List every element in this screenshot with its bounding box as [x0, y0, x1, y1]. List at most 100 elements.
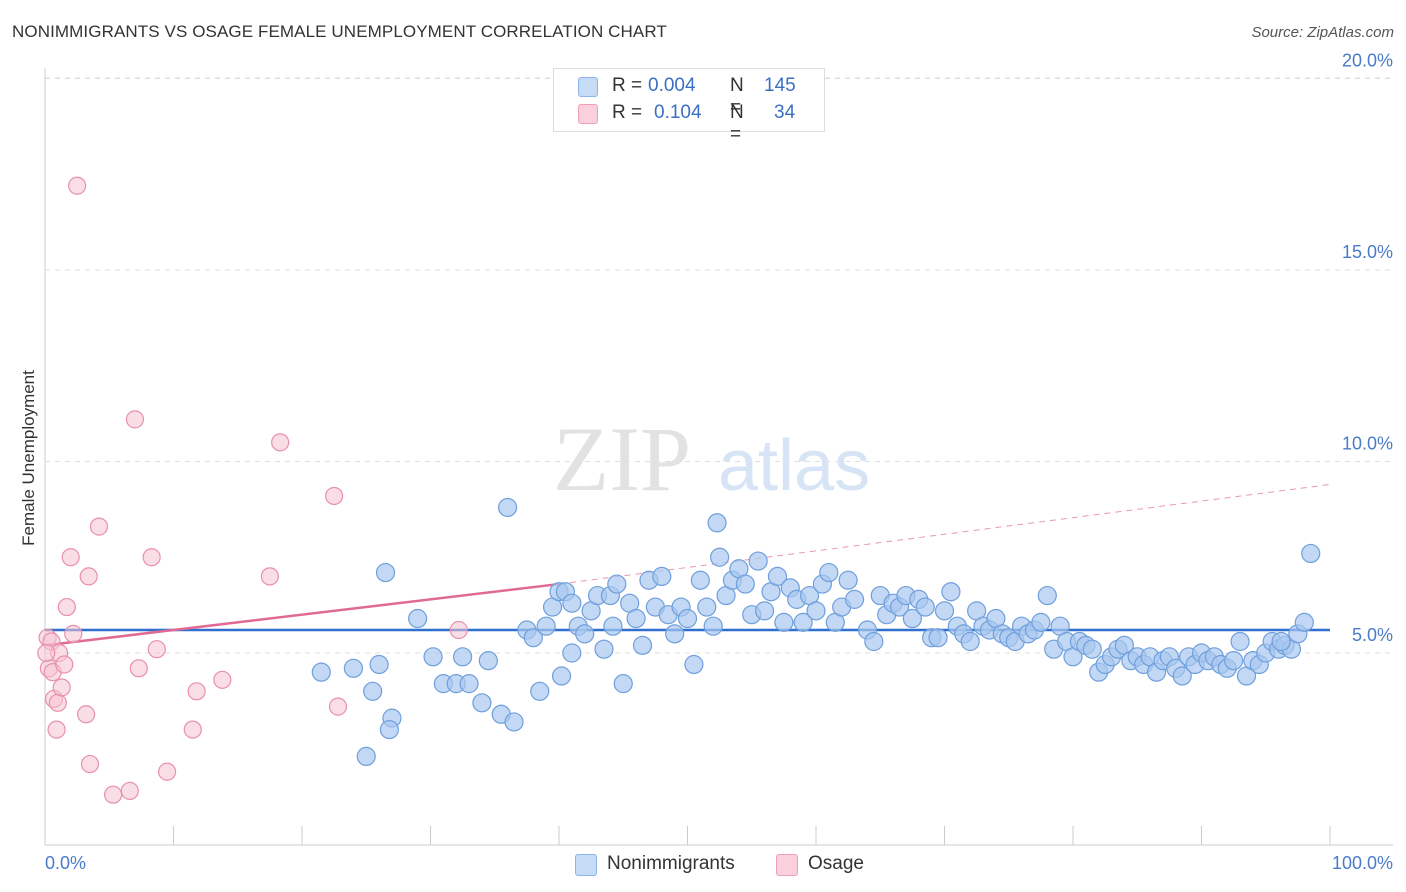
nonimmigrants-point — [1224, 651, 1244, 671]
osage-point — [325, 486, 344, 506]
nonimmigrants-point — [632, 635, 653, 655]
nonimmigrants-point — [375, 562, 396, 583]
legend-n-value: 34 — [774, 102, 796, 123]
nonimmigrants-point — [844, 589, 865, 609]
nonimmigrants-point — [363, 681, 383, 701]
nonimmigrants-point — [684, 654, 704, 675]
nonimmigrants-point — [1271, 631, 1291, 652]
osage-point — [213, 670, 232, 689]
nonimmigrants-point — [915, 597, 935, 617]
nonimmigrants-point — [677, 608, 698, 629]
nonimmigrants-point — [1031, 612, 1051, 632]
trend-lines — [44, 483, 1331, 647]
nonimmigrants-point — [459, 674, 479, 694]
watermark-zip: ZIP — [553, 408, 691, 510]
chart-title: NONIMMIGRANTS VS OSAGE FEMALE UNEMPLOYME… — [12, 22, 667, 41]
legend-swatch-pink — [578, 104, 598, 124]
watermark-atlas: atlas — [718, 426, 870, 506]
bottom-legend-label: Osage — [808, 853, 864, 874]
osage-point — [187, 682, 206, 701]
nonimmigrants-point — [754, 601, 775, 621]
osage-point — [89, 517, 109, 536]
nonimmigrants-point — [453, 647, 473, 667]
nonimmigrants-point — [748, 551, 768, 571]
watermark: ZIP atlas — [553, 408, 870, 510]
nonimmigrants-point — [379, 719, 399, 740]
nonimmigrants-point — [472, 693, 492, 713]
nonimmigrants-point — [707, 513, 727, 533]
nonimmigrants-point — [665, 624, 685, 644]
osage-point — [449, 620, 468, 640]
nonimmigrants-point — [311, 662, 331, 682]
axes — [44, 68, 1393, 846]
data-points — [37, 176, 1321, 804]
nonimmigrants-point — [626, 608, 646, 629]
legend-n-label: N = — [730, 75, 744, 118]
osage-point — [37, 643, 56, 663]
osage-point — [64, 624, 83, 643]
nonimmigrants-point — [806, 601, 826, 621]
nonimmigrants-point — [819, 562, 839, 583]
nonimmigrants-point — [1037, 585, 1057, 606]
osage-point — [47, 720, 66, 739]
osage-point — [183, 720, 202, 739]
nonimmigrants-point — [607, 574, 627, 594]
nonimmigrants-point — [703, 616, 723, 636]
nonimmigrants-point — [735, 574, 755, 594]
y-axis-title: Female Unemployment — [19, 370, 38, 546]
nonimmigrants-point — [562, 593, 582, 613]
osage-point — [104, 785, 123, 804]
osage-point — [328, 697, 348, 716]
osage-point — [77, 705, 96, 724]
nonimmigrants-point — [697, 597, 717, 617]
y-tick-label: 5.0% — [1352, 625, 1393, 645]
nonimmigrants-point — [613, 674, 633, 694]
tick-labels: 5.0% 10.0% 15.0% 20.0% 0.0% 100.0% — [45, 51, 1393, 874]
nonimmigrants-point — [562, 643, 582, 663]
osage-point — [52, 678, 71, 697]
nonimmigrants-point — [793, 612, 813, 632]
nonimmigrants-point — [960, 631, 980, 652]
nonimmigrants-point — [504, 712, 524, 732]
osage-point — [271, 433, 290, 452]
nonimmigrants-point — [652, 566, 672, 587]
legend-n-value: 145 — [764, 75, 796, 96]
nonimmigrants-point — [551, 666, 572, 686]
nonimmigrants-point — [1172, 666, 1192, 686]
nonimmigrants-point — [536, 616, 556, 636]
osage-point — [120, 781, 139, 800]
osage-trend-line-dashed — [558, 483, 1331, 585]
osage-point — [79, 567, 98, 586]
y-tick-label: 15.0% — [1342, 242, 1393, 262]
osage-point — [68, 176, 87, 195]
nonimmigrants-point — [423, 647, 443, 667]
osage-point — [147, 640, 166, 659]
nonimmigrants-point — [767, 566, 788, 587]
nonimmigrants-point — [1082, 639, 1102, 659]
osage-point — [125, 410, 145, 429]
stats-legend: R = 0.004 N = 145 R = 0.104 N = 34 — [553, 68, 825, 145]
nonimmigrants-point — [575, 624, 595, 644]
osage-point — [80, 754, 100, 774]
osage-point — [129, 659, 148, 678]
nonimmigrants-point — [369, 654, 389, 675]
nonimmigrants-point — [1301, 543, 1321, 564]
nonimmigrants-point — [1294, 612, 1314, 632]
nonimmigrants-point — [343, 658, 363, 678]
osage-point — [157, 762, 177, 781]
osage-point — [61, 548, 80, 567]
nonimmigrants-point — [774, 612, 794, 632]
nonimmigrants-point — [710, 547, 730, 567]
nonimmigrants-point — [838, 570, 858, 590]
nonimmigrants-point — [941, 582, 961, 602]
nonimmigrants-point — [356, 746, 376, 767]
osage-trend-line — [44, 582, 560, 647]
bottom-swatch-blue — [575, 854, 597, 876]
osage-point — [57, 597, 76, 617]
legend-r-value: 0.104 — [654, 102, 702, 123]
nonimmigrants-point — [902, 608, 922, 629]
osage-point — [55, 655, 74, 674]
nonimmigrants-point — [603, 616, 623, 636]
legend-r-label: R = — [612, 75, 643, 96]
